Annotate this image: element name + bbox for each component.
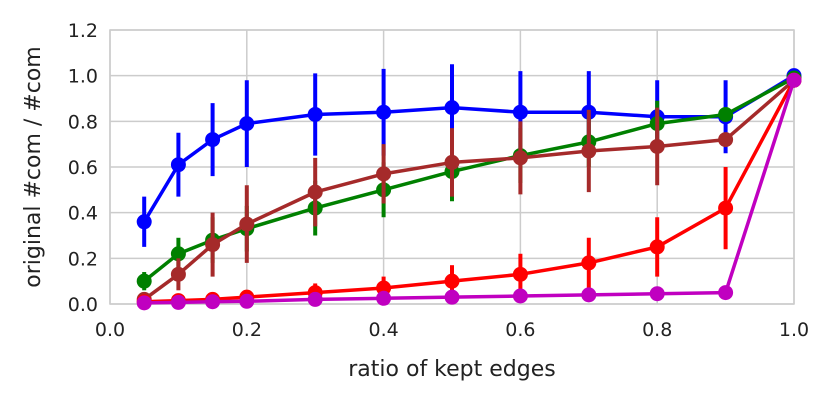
y-tick-label: 0.4 <box>68 203 98 225</box>
x-tick-label: 1.0 <box>779 319 809 341</box>
data-point <box>581 287 597 303</box>
data-point <box>307 291 323 307</box>
y-tick-label: 0.0 <box>68 294 98 316</box>
data-point <box>170 294 186 310</box>
series-layer <box>136 64 802 311</box>
data-point <box>205 132 221 148</box>
data-point <box>239 216 255 232</box>
data-point <box>376 280 392 296</box>
data-point <box>512 150 528 166</box>
y-tick-label: 0.6 <box>68 157 98 179</box>
data-point <box>170 266 186 282</box>
y-tick-label: 0.2 <box>68 248 98 270</box>
series-4 <box>136 72 802 311</box>
data-point <box>512 104 528 120</box>
data-point <box>307 184 323 200</box>
data-point <box>512 266 528 282</box>
data-point <box>444 154 460 170</box>
y-axis-label: original #com / #com <box>21 46 46 287</box>
data-point <box>205 237 221 253</box>
data-point <box>376 104 392 120</box>
data-point <box>170 246 186 262</box>
y-tick-label: 0.8 <box>68 111 98 133</box>
data-point <box>444 289 460 305</box>
y-tick-labels: 0.0 0.2 0.4 0.6 0.8 1.0 1.2 <box>68 20 98 316</box>
data-point <box>205 294 221 310</box>
data-point <box>444 273 460 289</box>
data-point <box>444 100 460 116</box>
data-point <box>718 106 734 122</box>
data-point <box>649 239 665 255</box>
data-point <box>136 295 152 311</box>
series-2 <box>136 72 802 307</box>
data-point <box>170 157 186 173</box>
data-point <box>581 143 597 159</box>
data-point <box>512 288 528 304</box>
data-point <box>649 138 665 154</box>
data-point <box>718 285 734 301</box>
data-point <box>136 273 152 289</box>
data-point <box>581 255 597 271</box>
data-point <box>376 290 392 306</box>
data-point <box>136 214 152 230</box>
series-line <box>143 78 796 301</box>
x-tick-label: 0.8 <box>642 319 672 341</box>
data-point <box>786 72 802 88</box>
data-point <box>239 116 255 132</box>
data-point <box>239 293 255 309</box>
data-point <box>376 166 392 182</box>
data-point <box>649 286 665 302</box>
data-point <box>718 132 734 148</box>
x-tick-label: 0.6 <box>505 319 535 341</box>
data-point <box>307 106 323 122</box>
data-point <box>718 200 734 216</box>
y-tick-label: 1.0 <box>68 66 98 88</box>
y-tick-label: 1.2 <box>68 20 98 42</box>
x-tick-label: 0.0 <box>95 319 125 341</box>
x-tick-label: 0.4 <box>368 319 398 341</box>
x-tick-label: 0.2 <box>232 319 262 341</box>
x-axis-label: ratio of kept edges <box>348 357 555 382</box>
x-tick-labels: 0.0 0.2 0.4 0.6 0.8 1.0 <box>95 319 809 341</box>
